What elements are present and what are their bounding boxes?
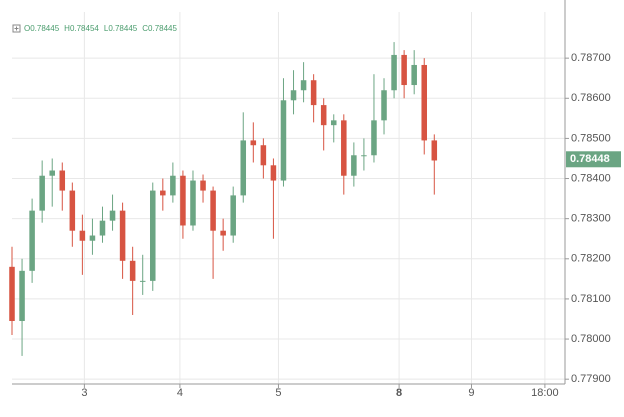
y-tick-label: 0.78100 — [571, 293, 611, 305]
y-tick-label: 0.78400 — [571, 172, 611, 184]
candle-body — [290, 90, 297, 101]
candle-body — [230, 195, 236, 236]
candle-body — [59, 170, 66, 191]
ohlc-label: H — [64, 24, 70, 33]
y-tick-label: 0.78600 — [571, 92, 611, 104]
x-tick-label: 5 — [275, 387, 281, 399]
y-tick-label: 0.78000 — [571, 333, 611, 345]
candle-body — [29, 210, 35, 271]
candle-body — [89, 235, 96, 241]
candle-body — [180, 175, 186, 226]
candle-body — [119, 210, 126, 261]
ohlc-label: O — [24, 24, 30, 33]
x-tick-label: 3 — [81, 387, 87, 399]
candle-body — [330, 120, 337, 126]
ohlc-label: C — [142, 24, 148, 33]
candle-body — [310, 80, 317, 106]
candle-body — [99, 220, 106, 236]
ohlc-value: 0.78445 — [108, 24, 137, 33]
legend-icon[interactable] — [12, 24, 21, 33]
candle-body — [49, 170, 55, 176]
candle-body — [79, 230, 86, 241]
candle-body — [341, 120, 347, 176]
candle-body — [250, 140, 257, 146]
candle-body — [391, 54, 397, 91]
candle-body — [270, 165, 277, 181]
candle-body — [9, 266, 15, 321]
x-tick-label: 4 — [177, 387, 183, 399]
y-tick-label: 0.78500 — [571, 132, 611, 144]
y-tick-label: 0.78200 — [571, 253, 611, 265]
candle-body — [361, 155, 367, 157]
candle-body — [401, 54, 407, 86]
candle-body — [300, 80, 307, 91]
x-tick-label: 9 — [468, 387, 474, 399]
candle-body — [129, 260, 136, 281]
candle-body — [69, 190, 76, 231]
candle-body — [139, 280, 146, 282]
candle-body — [381, 90, 387, 121]
candle-body — [220, 230, 226, 236]
candle-body — [170, 175, 176, 196]
candle-body — [240, 140, 247, 196]
candle-body — [411, 64, 417, 86]
ohlc-value: 0.78454 — [70, 24, 99, 33]
candle-body — [210, 190, 216, 231]
candle-body — [260, 145, 267, 166]
candle-body — [320, 105, 327, 126]
candle-body — [19, 270, 25, 321]
candle-body — [200, 180, 206, 191]
last-price-label: 0.78448 — [570, 153, 610, 165]
candle-body — [109, 210, 116, 221]
ohlc-legend: O0.78445 H0.78454 L0.78445 C0.78445 — [24, 24, 177, 33]
ohlc-value: 0.78445 — [148, 24, 177, 33]
candle-body — [149, 190, 156, 281]
x-tick-label: 8 — [396, 387, 402, 399]
y-tick-label: 0.78700 — [571, 52, 611, 64]
y-tick-label: 0.78300 — [571, 213, 611, 225]
candle-body — [280, 100, 287, 181]
candle-body — [351, 155, 357, 176]
ohlc-label: L — [104, 24, 109, 33]
candle-body — [160, 190, 166, 196]
candle-body — [39, 175, 45, 211]
candle-body — [421, 64, 428, 141]
candle-body — [371, 120, 377, 156]
ohlc-value: 0.78445 — [30, 24, 59, 33]
last-price-box — [566, 151, 621, 168]
y-tick-label: 0.77900 — [571, 373, 611, 385]
candle-body — [190, 180, 196, 226]
x-tick-label: 18:00 — [531, 387, 559, 399]
candle-body — [431, 140, 438, 161]
